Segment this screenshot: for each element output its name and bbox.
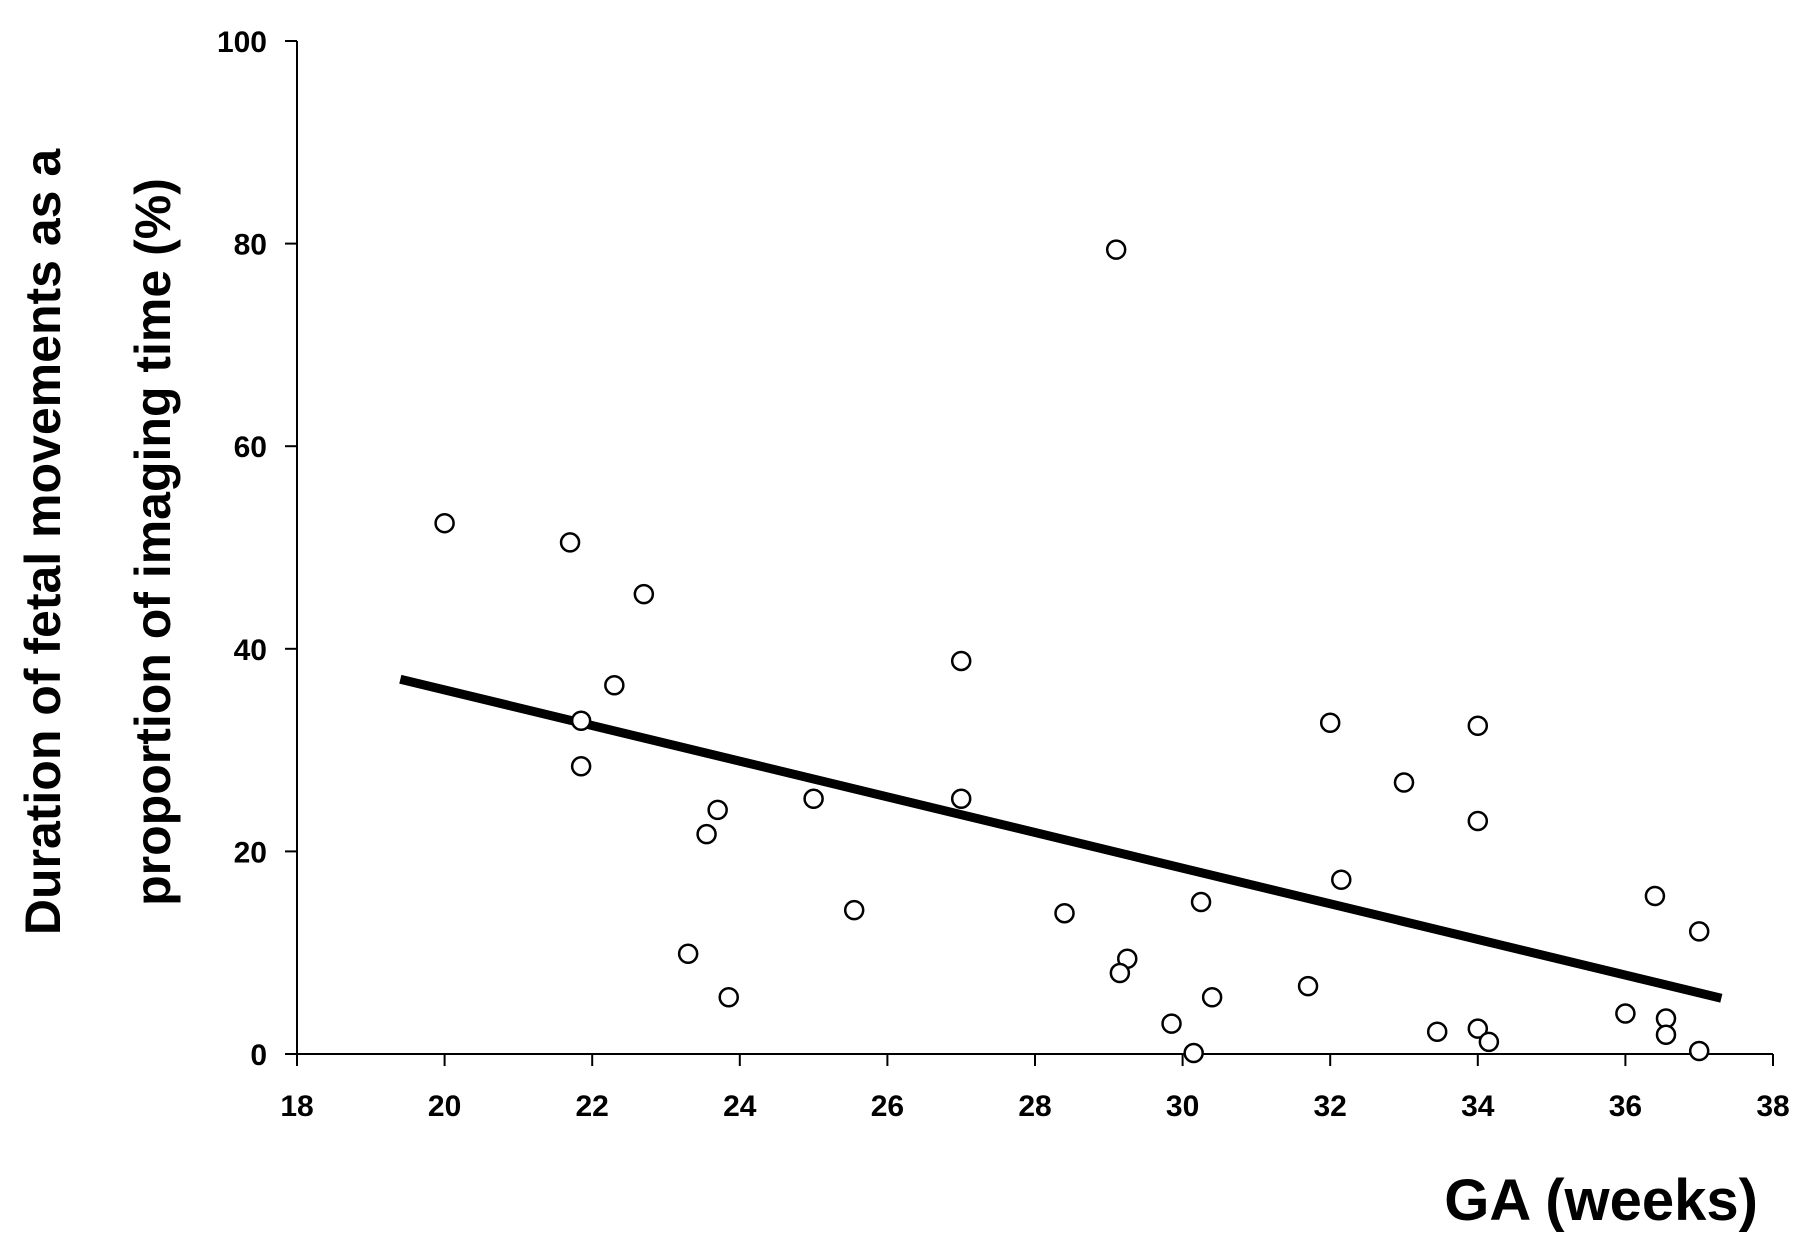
- x-tick-label: 36: [1609, 1090, 1642, 1123]
- data-point: [843, 899, 865, 921]
- x-tick-label: 18: [280, 1090, 313, 1123]
- y-tick-label: 80: [234, 229, 267, 262]
- data-point: [434, 512, 455, 534]
- y-tick-label: 20: [234, 836, 267, 869]
- data-point: [1467, 715, 1489, 737]
- data-point: [1054, 902, 1075, 924]
- x-tick-label: 38: [1756, 1090, 1789, 1123]
- trendline-group: [399, 674, 1723, 1003]
- x-tick-label: 20: [428, 1090, 461, 1123]
- data-point: [1478, 1031, 1500, 1053]
- data-point: [1161, 1013, 1182, 1034]
- data-point: [1426, 1021, 1448, 1042]
- data-point: [1655, 1024, 1677, 1046]
- data-point: [1319, 712, 1341, 733]
- y-axis-title: Duration of fetal movements as a proport…: [15, 148, 181, 935]
- data-point: [570, 710, 592, 731]
- x-tick-label: 26: [871, 1090, 904, 1123]
- y-axis-title-line-1: Duration of fetal movements as a: [15, 148, 71, 935]
- x-tick-label: 24: [723, 1090, 757, 1123]
- data-point: [1183, 1042, 1204, 1064]
- data-point: [1201, 987, 1223, 1008]
- trendline: [399, 674, 1723, 1003]
- data-point: [1467, 810, 1489, 832]
- y-ticks: 0 20 40 60 80 100: [217, 26, 297, 1072]
- data-point: [1190, 891, 1212, 913]
- x-tick-label: 28: [1018, 1090, 1051, 1123]
- data-point: [1688, 921, 1710, 942]
- data-point: [1644, 885, 1666, 907]
- data-point: [803, 788, 824, 809]
- data-point: [1467, 1018, 1489, 1039]
- axes: [296, 41, 1773, 1055]
- data-point: [718, 987, 739, 1008]
- data-point: [1331, 869, 1352, 891]
- y-axis-title-line-2: proportion of imaging time (%): [125, 178, 181, 906]
- x-tick-label: 22: [576, 1090, 609, 1123]
- data-point: [1109, 962, 1131, 984]
- data-point: [570, 756, 592, 777]
- data-point: [1688, 1040, 1710, 1062]
- x-axis-title: GA (weeks): [1444, 1168, 1758, 1233]
- y-tick-label: 100: [217, 26, 267, 59]
- data-point: [1393, 772, 1415, 793]
- data-point: [1105, 239, 1127, 260]
- y-tick-label: 0: [250, 1039, 267, 1072]
- data-point: [559, 532, 581, 553]
- data-point: [677, 943, 699, 964]
- data-points: [434, 239, 1710, 1064]
- data-point: [1297, 975, 1319, 997]
- x-tick-label: 30: [1166, 1090, 1199, 1123]
- x-tick-label: 34: [1461, 1090, 1495, 1123]
- data-point: [1615, 1003, 1636, 1024]
- data-point: [696, 823, 717, 845]
- y-tick-label: 60: [234, 431, 267, 464]
- x-ticks: 18 20 22 24 26 28 30 32 34 36 38: [280, 1054, 1790, 1123]
- data-point: [950, 650, 972, 672]
- y-tick-label: 40: [234, 634, 267, 667]
- data-point: [633, 583, 655, 605]
- x-tick-label: 32: [1314, 1090, 1347, 1123]
- data-point: [950, 788, 972, 809]
- data-point: [604, 675, 625, 696]
- data-point: [707, 799, 728, 821]
